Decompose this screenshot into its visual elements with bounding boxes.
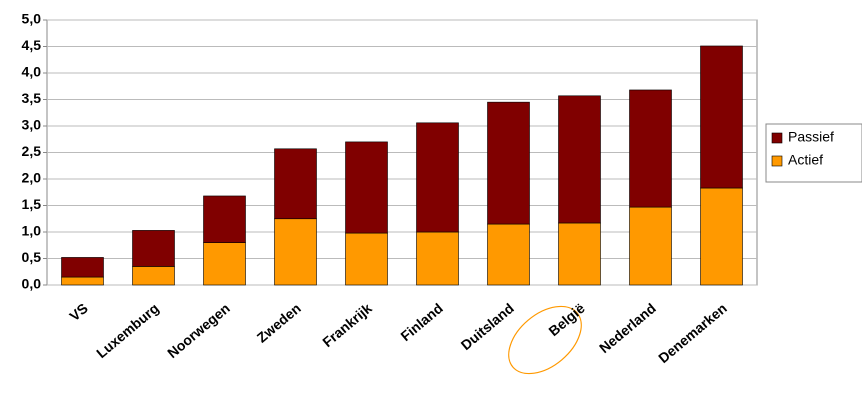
x-tick-label: Luxemburg	[93, 300, 162, 361]
bar-segment	[487, 101, 530, 225]
bar-segment	[274, 148, 317, 220]
bar-segment	[487, 223, 530, 286]
legend-label: Passief	[788, 129, 834, 145]
y-tick-label: 2,5	[22, 143, 42, 159]
bar-segment	[132, 266, 175, 286]
y-tick-label: 3,0	[22, 117, 42, 133]
x-tick-label: VS	[66, 300, 91, 324]
x-tick-label: Nederland	[596, 300, 659, 356]
x-tick-label: Finland	[397, 300, 445, 344]
x-tick-label: Denemarken	[655, 300, 730, 366]
x-tick-label: Frankrijk	[319, 300, 375, 350]
bar-segment	[61, 276, 104, 286]
bar-segment	[700, 45, 743, 189]
y-tick-label: 4,0	[22, 64, 42, 80]
y-tick-label: 5,0	[22, 11, 42, 27]
legend-swatch	[771, 155, 783, 167]
y-tick-label: 0,5	[22, 249, 42, 265]
legend-swatch	[771, 132, 783, 144]
bar-segment	[558, 95, 601, 224]
bar-segment	[700, 187, 743, 286]
bar-segment	[61, 257, 104, 278]
y-tick-label: 2,0	[22, 170, 42, 186]
y-tick-label: 0,0	[22, 276, 42, 292]
y-tick-label: 3,5	[22, 90, 42, 106]
bar-segment	[345, 141, 388, 234]
bar-segment	[345, 232, 388, 286]
x-tick-label: België	[545, 300, 588, 339]
y-tick-label: 1,0	[22, 223, 42, 239]
bar-segment	[203, 242, 246, 286]
bar-segment	[274, 218, 317, 286]
bar-segment	[629, 206, 672, 286]
bar-segment	[416, 231, 459, 286]
bar-segment	[132, 230, 175, 267]
y-tick-label: 1,5	[22, 196, 42, 212]
legend-label: Actief	[788, 152, 823, 168]
x-tick-label: Zweden	[254, 300, 304, 346]
legend: Passief Actief	[765, 123, 862, 183]
x-tick-label: Duitsland	[458, 300, 517, 353]
bar-segment	[416, 122, 459, 233]
x-tick-label: Noorwegen	[164, 300, 233, 361]
bar-segment	[629, 89, 672, 208]
y-tick-label: 4,5	[22, 37, 42, 53]
bar-segment	[203, 195, 246, 243]
highlight-ellipse	[508, 305, 582, 375]
bar-segment	[558, 222, 601, 286]
